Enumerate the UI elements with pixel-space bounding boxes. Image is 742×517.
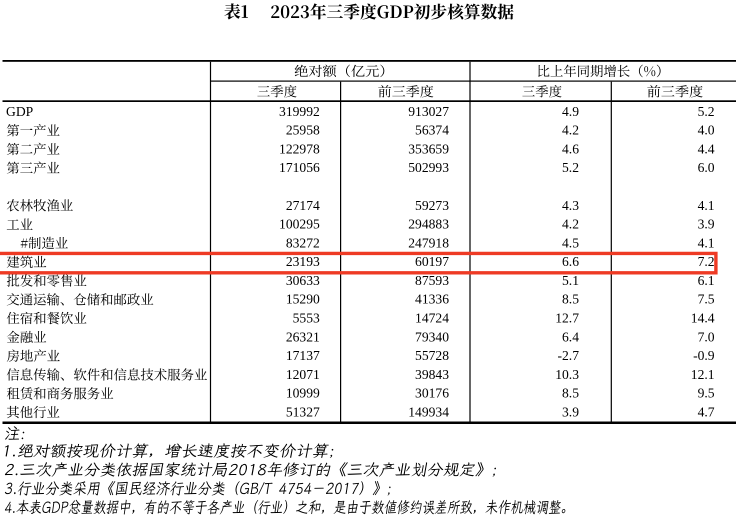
svg-text:4.1: 4.1 <box>698 198 715 213</box>
svg-text:7.5: 7.5 <box>698 292 715 307</box>
svg-text:5.2: 5.2 <box>698 104 715 119</box>
svg-text:4.0: 4.0 <box>698 123 715 138</box>
svg-text:5.1: 5.1 <box>562 273 579 288</box>
svg-text:12.1: 12.1 <box>691 367 715 382</box>
svg-text:10.3: 10.3 <box>555 367 579 382</box>
svg-text:39843: 39843 <box>415 367 449 382</box>
svg-text:-2.7: -2.7 <box>557 348 579 363</box>
svg-text:26321: 26321 <box>286 329 320 344</box>
svg-text:25958: 25958 <box>286 123 320 138</box>
svg-text:6.0: 6.0 <box>698 160 715 175</box>
svg-text:913027: 913027 <box>408 104 449 119</box>
svg-text:10999: 10999 <box>286 386 320 401</box>
svg-text:30176: 30176 <box>415 386 449 401</box>
svg-text:6.1: 6.1 <box>698 273 715 288</box>
svg-text:6.4: 6.4 <box>562 329 579 344</box>
svg-text:87593: 87593 <box>415 273 449 288</box>
svg-text:4.6: 4.6 <box>562 141 579 156</box>
svg-text:7.0: 7.0 <box>698 329 715 344</box>
svg-text:3.9: 3.9 <box>698 217 715 232</box>
svg-text:27174: 27174 <box>286 198 320 213</box>
svg-text:41336: 41336 <box>415 292 449 307</box>
svg-text:6.6: 6.6 <box>562 254 579 269</box>
svg-text:9.5: 9.5 <box>698 386 715 401</box>
svg-text:60197: 60197 <box>415 254 449 269</box>
svg-text:56374: 56374 <box>415 123 449 138</box>
svg-text:171056: 171056 <box>279 160 320 175</box>
svg-text:4.3: 4.3 <box>562 198 579 213</box>
svg-text:83272: 83272 <box>286 235 320 250</box>
svg-text:3.9: 3.9 <box>562 405 579 420</box>
svg-text:14724: 14724 <box>415 311 449 326</box>
svg-text:247918: 247918 <box>408 235 449 250</box>
svg-text:353659: 353659 <box>408 141 449 156</box>
svg-text:8.5: 8.5 <box>562 292 579 307</box>
svg-text:5553: 5553 <box>293 311 320 326</box>
svg-text:4.1: 4.1 <box>698 235 715 250</box>
svg-text:12.7: 12.7 <box>555 311 579 326</box>
svg-text:319992: 319992 <box>279 104 320 119</box>
svg-text:23193: 23193 <box>286 254 320 269</box>
svg-text:4.5: 4.5 <box>562 235 579 250</box>
svg-text:17137: 17137 <box>286 348 320 363</box>
svg-text:-0.9: -0.9 <box>693 348 715 363</box>
svg-text:294883: 294883 <box>408 217 449 232</box>
svg-text:51327: 51327 <box>286 405 320 420</box>
svg-text:100295: 100295 <box>279 217 320 232</box>
svg-text:502993: 502993 <box>408 160 449 175</box>
svg-text:5.2: 5.2 <box>562 160 579 175</box>
svg-text:79340: 79340 <box>415 329 449 344</box>
svg-text:122978: 122978 <box>279 141 320 156</box>
svg-text:59273: 59273 <box>415 198 449 213</box>
svg-text:8.5: 8.5 <box>562 386 579 401</box>
svg-text:15290: 15290 <box>286 292 320 307</box>
svg-text:149934: 149934 <box>408 405 449 420</box>
svg-text:55728: 55728 <box>415 348 449 363</box>
svg-text:7.2: 7.2 <box>698 254 715 269</box>
svg-text:4.9: 4.9 <box>562 104 579 119</box>
svg-text:30633: 30633 <box>286 273 320 288</box>
svg-text:4.4: 4.4 <box>698 141 715 156</box>
svg-text:12071: 12071 <box>286 367 320 382</box>
svg-text:4.2: 4.2 <box>562 123 579 138</box>
svg-text:14.4: 14.4 <box>691 311 715 326</box>
svg-text:4.2: 4.2 <box>562 217 579 232</box>
svg-text:4.7: 4.7 <box>698 405 715 420</box>
svg-text:GDP: GDP <box>6 104 34 119</box>
